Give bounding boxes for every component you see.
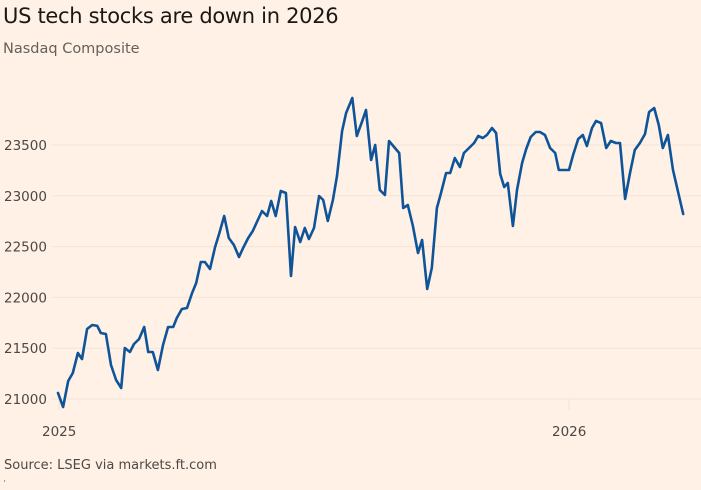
- y-tick-label: 21500: [4, 341, 47, 357]
- y-tick-label: 21000: [4, 392, 47, 408]
- y-tick-label: 22500: [4, 240, 47, 256]
- series-line-nasdaq-composite: [56, 96, 685, 409]
- y-tick-label: 23500: [4, 138, 47, 154]
- decorative-mark: [4, 480, 5, 482]
- x-tick-label: 2026: [552, 424, 586, 440]
- y-tick-label: 23000: [4, 189, 47, 205]
- chart-subtitle: Nasdaq Composite: [3, 41, 140, 57]
- x-axis: 2025 2026: [42, 399, 586, 440]
- series-layer: [56, 96, 685, 409]
- gridlines: [52, 144, 701, 400]
- chart-title: US tech stocks are down in 2026: [3, 4, 339, 28]
- y-tick-label: 22000: [4, 290, 47, 306]
- source-note: Source: LSEG via markets.ft.com: [4, 458, 217, 473]
- x-tick-label: 2025: [42, 424, 76, 440]
- y-axis: 21000 21500 22000 22500 23000 23500: [4, 138, 47, 408]
